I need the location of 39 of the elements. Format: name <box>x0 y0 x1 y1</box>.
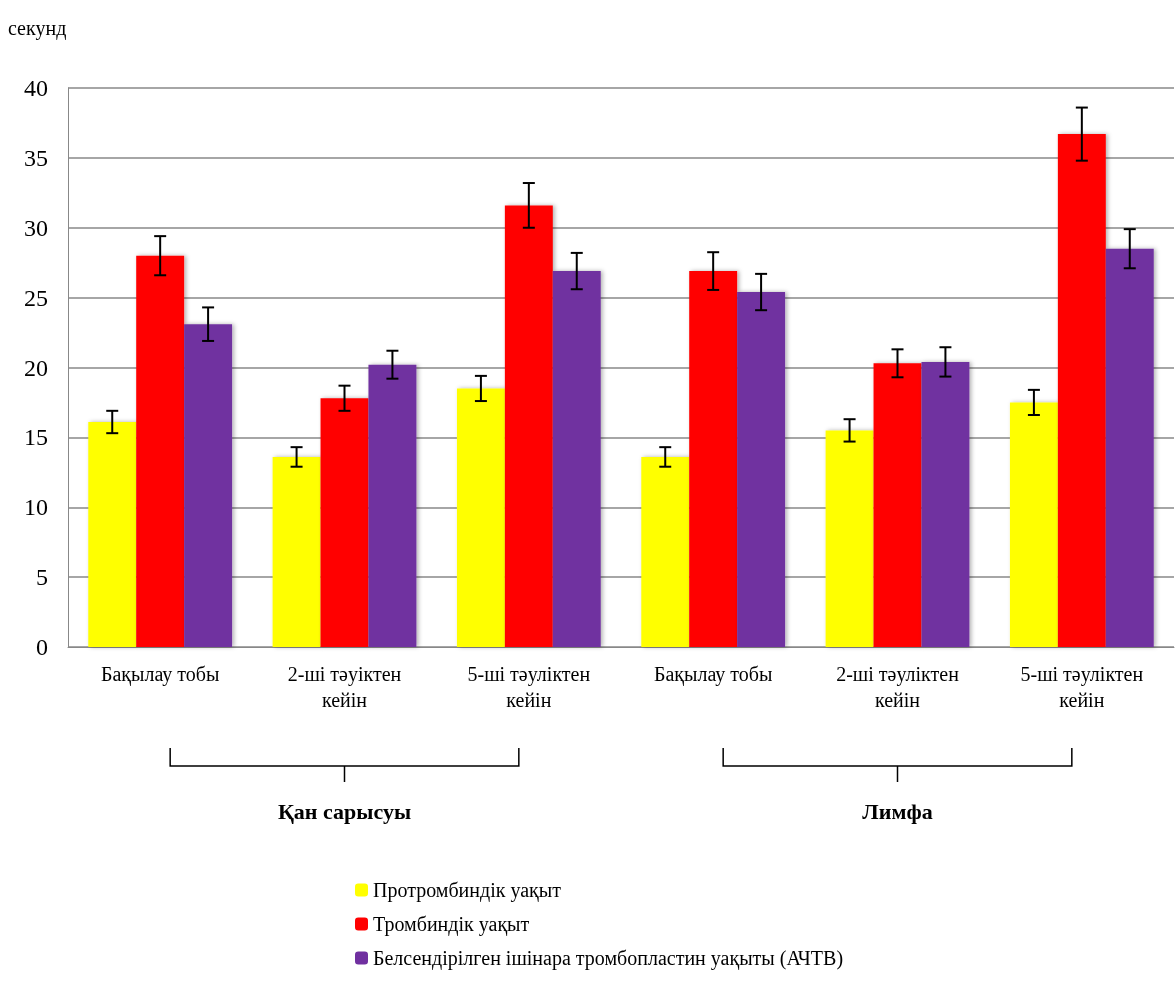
bar <box>184 324 233 647</box>
bar <box>368 364 417 647</box>
y-tick-label: 35 <box>24 144 48 171</box>
bar <box>921 361 970 647</box>
bar <box>456 388 505 647</box>
x-tick-label: Бақылау тобы <box>653 663 773 686</box>
bar <box>873 363 922 647</box>
bar <box>1057 134 1106 647</box>
legend-label: Протромбиндік уақыт <box>373 879 562 902</box>
y-axis-title: секунд <box>8 17 67 40</box>
x-tick-label: Бақылау тобы <box>100 663 220 686</box>
legend-label: Белсендірілген ішінара тромбопластин уақыты (АЧТВ) <box>373 947 844 970</box>
y-tick-label: 0 <box>36 634 48 660</box>
bar <box>641 456 690 647</box>
y-tick-label: 15 <box>24 424 48 451</box>
bar <box>689 271 738 647</box>
x-tick-label: 5-ші тәуліктен кейін <box>467 663 591 711</box>
bar <box>504 205 553 647</box>
x-tick-label: 2-ші тәуліктен кейін <box>836 663 960 711</box>
y-tick-label: 25 <box>24 284 48 311</box>
x-tick-label: 2-ші тәуіктен кейін <box>287 663 402 711</box>
text: Қан сарысуы <box>277 798 412 824</box>
bar <box>1105 248 1154 647</box>
bar <box>88 422 137 647</box>
y-tick-label: 10 <box>24 494 48 521</box>
bar <box>136 255 185 647</box>
legend-label: Тромбиндік уақыт <box>373 913 530 936</box>
bar <box>825 430 874 647</box>
x-tick-label: 5-ші тәуліктен кейін <box>1020 663 1144 711</box>
y-tick-label: 5 <box>36 564 48 591</box>
bar <box>1009 402 1058 647</box>
y-tick-label: 40 <box>24 75 48 101</box>
text: Лимфа <box>862 798 933 824</box>
y-tick-label: 20 <box>24 354 48 381</box>
bar <box>737 292 786 647</box>
y-tick-label: 30 <box>24 214 48 241</box>
bar <box>320 398 369 647</box>
bar <box>552 271 601 647</box>
bar <box>272 456 321 647</box>
